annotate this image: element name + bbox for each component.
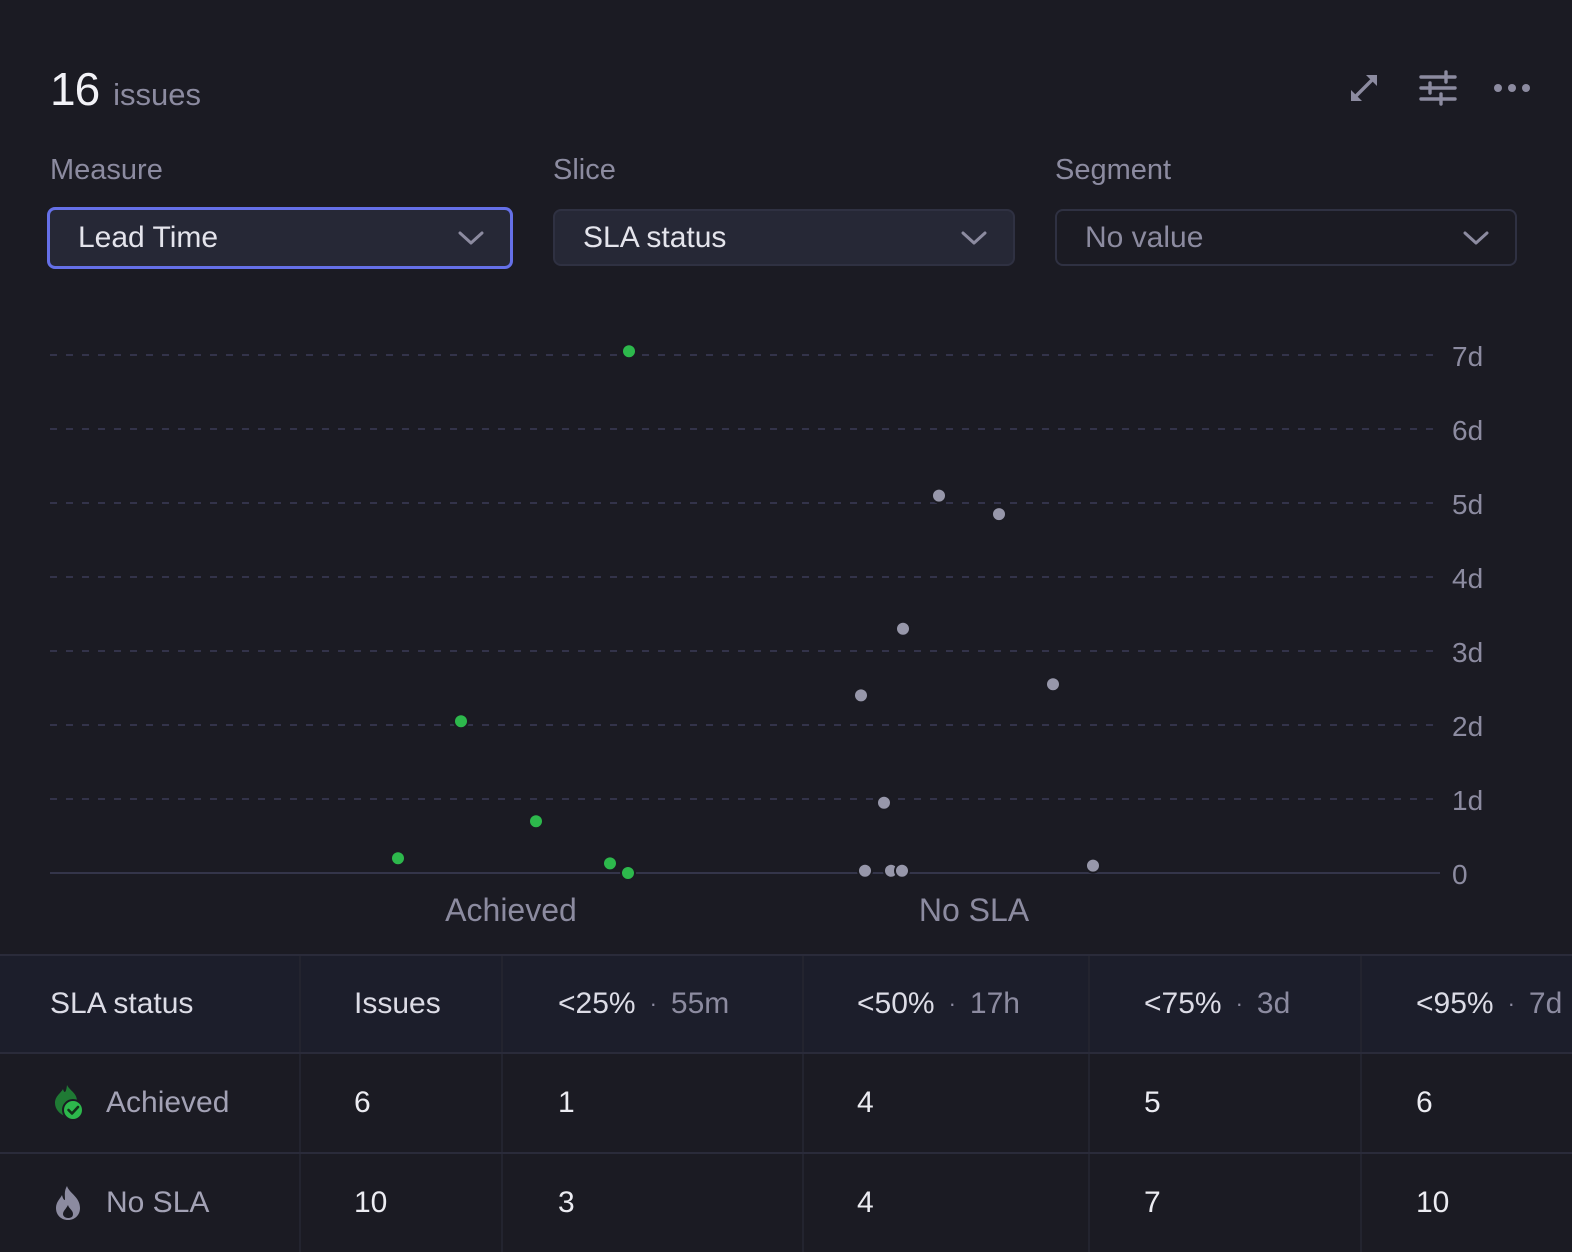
p25-cell: 1: [503, 1054, 804, 1152]
data-point[interactable]: [453, 713, 469, 730]
sla-achieved-icon: [50, 1083, 88, 1123]
sla-status-label: Achieved: [106, 1086, 230, 1119]
p95-cell: 10: [1416, 1186, 1450, 1219]
y-axis-tick-label: 5d: [1452, 489, 1484, 520]
display-options-button[interactable]: [1418, 68, 1458, 108]
column-header-p25[interactable]: <25% · 55m: [503, 956, 804, 1052]
data-point[interactable]: [895, 620, 911, 637]
data-point[interactable]: [390, 850, 406, 867]
slice-dropdown[interactable]: SLA status: [553, 209, 1015, 266]
sla-status-label: No SLA: [106, 1186, 210, 1219]
sla-status-cell: Achieved: [0, 1054, 301, 1152]
y-axis-tick-label: 7d: [1452, 341, 1484, 372]
data-point[interactable]: [1045, 676, 1061, 693]
data-point[interactable]: [620, 865, 636, 881]
measure-label: Measure: [50, 154, 163, 186]
p95-cell: 6: [1416, 1086, 1433, 1119]
chevron-down-icon: [458, 231, 484, 245]
segment-label: Segment: [1055, 154, 1172, 186]
column-header-p50[interactable]: <50% · 17h: [804, 956, 1090, 1052]
chart-plot-area: [50, 343, 1440, 881]
toolbar: [1344, 68, 1532, 108]
more-options-button[interactable]: [1492, 68, 1532, 108]
p50-cell: 4: [804, 1154, 1090, 1252]
data-point[interactable]: [931, 487, 947, 504]
p25-cell: 3: [503, 1154, 804, 1252]
issue-count-unit: issues: [113, 77, 202, 112]
data-point[interactable]: [991, 506, 1007, 523]
sla-status-cell: No SLA: [0, 1154, 301, 1252]
expand-icon: [1351, 75, 1377, 101]
chevron-down-icon: [961, 231, 987, 244]
table-header-row: SLA status Issues <25% · 55m <50% · 17h <75%…: [0, 954, 1572, 1052]
data-point[interactable]: [1085, 857, 1101, 874]
scatter-chart: 0 1d 2d 3d 4d 5d 6d 7d Achieved No SLA: [0, 300, 1572, 950]
y-axis-tick-label: 6d: [1452, 415, 1484, 446]
y-axis-tick-label: 1d: [1452, 785, 1484, 816]
issues-cell: 10: [301, 1154, 503, 1252]
column-header-issues[interactable]: Issues: [301, 956, 503, 1052]
data-point[interactable]: [621, 343, 637, 360]
data-point[interactable]: [876, 794, 892, 811]
segment-selector: Segment No value: [1055, 150, 1517, 266]
data-point[interactable]: [528, 813, 544, 830]
p75-cell: 5: [1090, 1054, 1362, 1152]
y-axis-tick-label: 4d: [1452, 563, 1484, 594]
segment-value: No value: [1085, 220, 1204, 254]
sliders-icon: [1419, 70, 1457, 106]
table-row[interactable]: No SLA 10 3 4 7 10: [0, 1152, 1572, 1252]
table-row[interactable]: Achieved 6 1 4 5 6: [0, 1052, 1572, 1152]
y-axis-tick-label: 0: [1452, 859, 1468, 890]
expand-button[interactable]: [1344, 68, 1384, 108]
slice-selector: Slice SLA status: [553, 150, 1015, 266]
data-point[interactable]: [602, 855, 618, 872]
measure-value: Lead Time: [78, 221, 219, 254]
x-axis-label-achieved: Achieved: [445, 892, 577, 928]
issue-count: 16: [50, 63, 100, 115]
more-icon: [1494, 84, 1530, 92]
percentile-table: SLA status Issues <25% · 55m <50% · 17h <75%…: [0, 954, 1572, 1252]
column-header-p95[interactable]: <95% · 7d: [1416, 987, 1563, 1020]
segment-dropdown[interactable]: No value: [1055, 209, 1517, 266]
chevron-down-icon: [1463, 231, 1489, 244]
data-point[interactable]: [894, 862, 910, 879]
y-axis-tick-label: 2d: [1452, 711, 1484, 742]
slice-label: Slice: [553, 154, 616, 186]
y-axis-tick-label: 3d: [1452, 637, 1484, 668]
measure-selector: Measure Lead Time: [47, 150, 513, 269]
slice-value: SLA status: [583, 220, 727, 254]
measure-dropdown[interactable]: Lead Time: [47, 207, 513, 269]
issue-count-heading: 16 issues: [50, 62, 201, 116]
data-point[interactable]: [853, 687, 869, 704]
data-point[interactable]: [857, 862, 873, 879]
x-axis-label-no-sla: No SLA: [918, 892, 1030, 928]
issues-cell: 6: [301, 1054, 503, 1152]
p75-cell: 7: [1090, 1154, 1362, 1252]
fire-icon: [50, 1183, 88, 1223]
p50-cell: 4: [804, 1054, 1090, 1152]
column-header-p75[interactable]: <75% · 3d: [1090, 956, 1362, 1052]
column-header-sla-status[interactable]: SLA status: [0, 956, 301, 1052]
